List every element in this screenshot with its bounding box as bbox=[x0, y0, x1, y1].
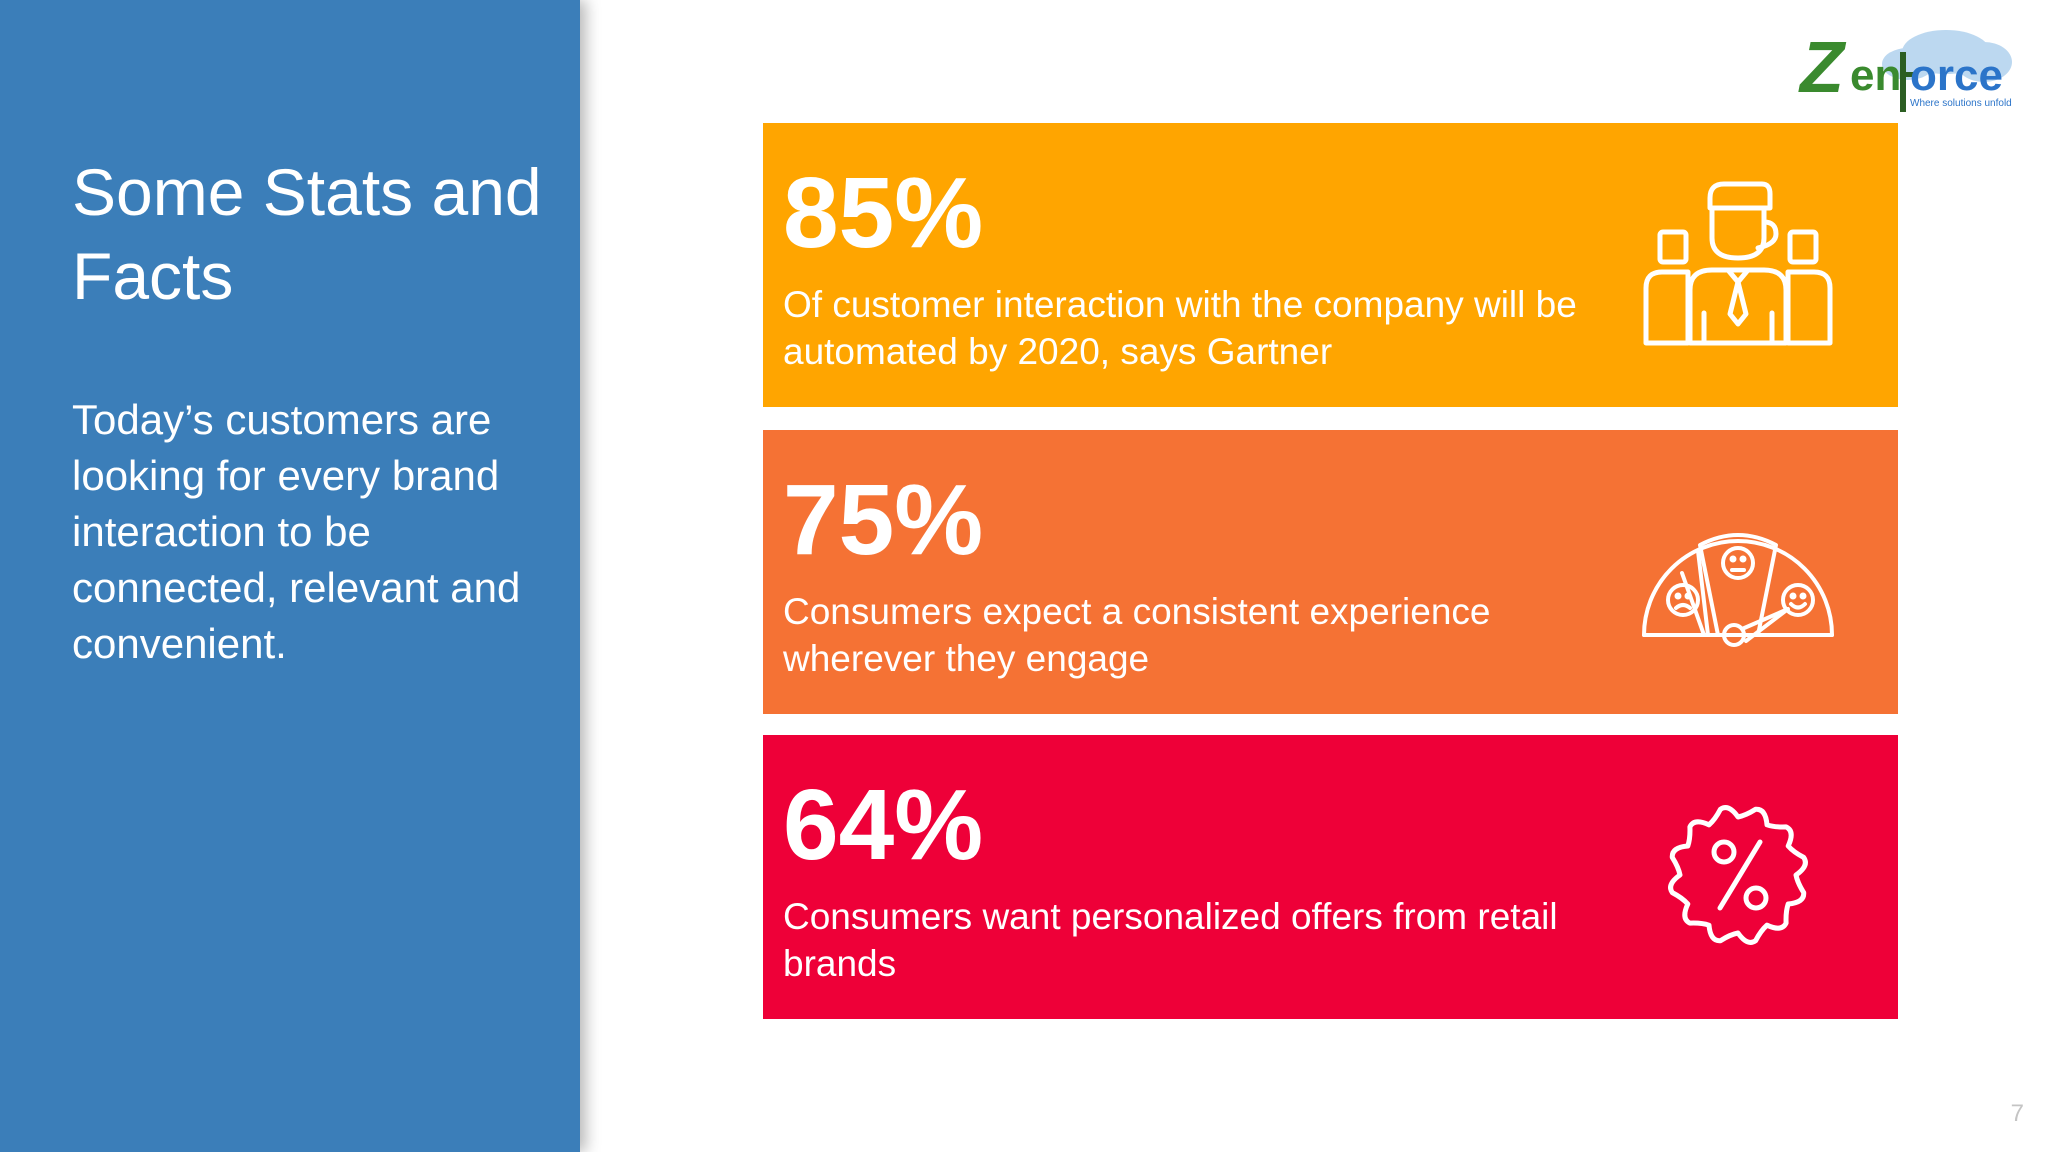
logo-tagline: Where solutions unfold bbox=[1910, 98, 2012, 109]
satisfaction-meter-icon bbox=[1638, 485, 1838, 655]
stat-card-personalization: 64% Consumers want personalized offers f… bbox=[763, 735, 1898, 1019]
logo-letters-en: en bbox=[1850, 51, 1901, 100]
logo-letters-orce: orce bbox=[1910, 51, 2003, 100]
stat-card-automation: 85% Of customer interaction with the com… bbox=[763, 123, 1898, 407]
stat-value: 64% bbox=[783, 769, 984, 881]
stat-description: Of customer interaction with the company… bbox=[783, 284, 1577, 372]
discount-badge-icon bbox=[1638, 790, 1838, 960]
page-number: 7 bbox=[2010, 1100, 2024, 1127]
stat-value: 85% bbox=[783, 157, 984, 269]
stat-value: 75% bbox=[783, 464, 984, 576]
stat-description: Consumers expect a consistent experience… bbox=[783, 591, 1491, 679]
team-icon bbox=[1638, 178, 1838, 348]
slide-title: Some Stats and Facts bbox=[72, 155, 542, 313]
zenforce-logo-icon: Z en orce Where solutions unfold bbox=[1798, 28, 2012, 112]
logo-letter-z: Z bbox=[1798, 28, 1847, 108]
stat-description: Consumers want personalized offers from … bbox=[783, 896, 1558, 984]
zenforce-logo: Z en orce Where solutions unfold bbox=[1796, 22, 2016, 122]
stat-card-consistency: 75% Consumers expect a consistent experi… bbox=[763, 430, 1898, 714]
sidebar-panel: Some Stats and Facts Today’s customers a… bbox=[0, 0, 580, 1152]
slide-description: Today’s customers are looking for every … bbox=[72, 396, 521, 667]
